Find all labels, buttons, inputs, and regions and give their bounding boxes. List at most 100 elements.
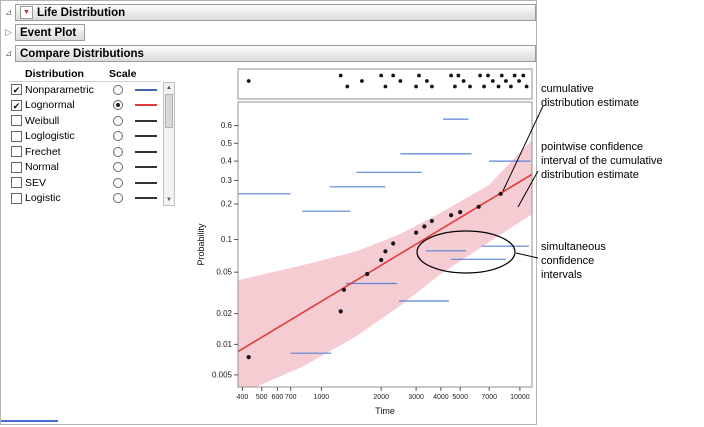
cdf-estimate-point <box>383 249 388 254</box>
event-dot <box>338 73 343 78</box>
column-header-distribution: Distribution <box>25 68 84 80</box>
x-tick-label: 700 <box>285 394 297 401</box>
distribution-row: Loglogistic <box>9 129 161 145</box>
x-axis-title: Time <box>375 406 395 416</box>
distribution-rows: ✔ Nonparametric ✔ Lognormal Weibull Loglogist… <box>9 82 161 206</box>
scrollbar-thumb[interactable] <box>165 94 173 128</box>
distribution-label: Normal <box>25 161 59 174</box>
x-tick-label: 4000 <box>433 394 449 401</box>
cdf-estimate-point <box>379 257 384 263</box>
cdf-estimate-point <box>338 309 343 314</box>
event-dot <box>453 84 457 89</box>
disclosure-collapsed-icon[interactable]: ▷ <box>5 27 12 37</box>
distribution-checkbox[interactable]: ✔ <box>11 99 22 111</box>
event-dot <box>360 79 364 83</box>
distribution-label: Weibull <box>25 114 60 127</box>
disclosure-expanded-icon[interactable]: ⊿ <box>4 7 13 17</box>
cdf-estimate-point <box>341 287 347 292</box>
distribution-list-scrollbar[interactable]: ▲ ▼ <box>163 82 175 206</box>
event-dot <box>486 73 490 78</box>
event-plot-title: Event Plot <box>20 26 77 39</box>
event-dot <box>509 84 513 89</box>
distribution-row: Normal <box>9 160 161 176</box>
y-tick-label: 0.6 <box>221 121 233 130</box>
y-tick-label: 0.02 <box>216 309 232 318</box>
x-tick-label: 1000 <box>314 394 330 401</box>
scale-radio[interactable] <box>113 84 123 95</box>
event-dot <box>379 73 384 78</box>
scale-radio[interactable] <box>113 162 123 173</box>
distribution-line-swatch <box>135 119 157 122</box>
distribution-checkbox[interactable] <box>11 146 22 158</box>
scale-radio[interactable] <box>113 146 123 157</box>
cdf-estimate-point <box>476 204 481 209</box>
event-plot-header[interactable]: Event Plot <box>15 24 86 41</box>
event-dot <box>499 73 504 78</box>
cdf-estimate-point <box>498 191 503 196</box>
y-tick-label: 0.3 <box>221 176 233 185</box>
cdf-estimate-point <box>429 218 434 224</box>
disclosure-expanded-icon[interactable]: ⊿ <box>4 48 13 58</box>
distribution-checkbox[interactable]: ✔ <box>11 84 22 96</box>
y-tick-label: 0.05 <box>216 268 232 277</box>
compare-distributions-title: Compare Distributions <box>20 47 144 60</box>
distribution-table: Distribution Scale ✔ Nonparametric ✔ Lognor… <box>9 67 161 206</box>
scale-radio[interactable] <box>113 177 123 188</box>
event-dot <box>524 84 529 89</box>
cdf-estimate-point <box>449 213 454 218</box>
event-dot <box>391 73 396 78</box>
event-strip-plot-area[interactable] <box>237 68 533 100</box>
distribution-row: Logistic <box>9 191 161 207</box>
distribution-checkbox[interactable] <box>11 161 22 173</box>
event-dot <box>468 84 472 89</box>
life-distribution-plot[interactable]: 400 500 600 700 1000 2000 3000 4000 5000 7000 1000… <box>191 65 537 427</box>
outline-node-compare-distributions: ⊿ Compare Distributions <box>2 45 536 62</box>
compare-distributions-header[interactable]: Compare Distributions <box>15 45 536 62</box>
event-dot <box>398 79 403 83</box>
life-distribution-header[interactable]: ▼ Life Distribution <box>15 4 536 21</box>
report-window: ⊿ ▼ Life Distribution ▷ Event Plot ⊿ Com… <box>0 0 537 425</box>
event-dot <box>246 79 251 83</box>
event-dot <box>496 84 501 89</box>
distribution-label: SEV <box>25 176 47 189</box>
x-tick-label: 600 <box>272 394 284 401</box>
distribution-label: Frechet <box>25 145 61 158</box>
scroll-up-icon[interactable]: ▲ <box>166 85 172 91</box>
cdf-estimate-point <box>422 224 427 229</box>
distribution-label: Nonparametric <box>25 83 94 96</box>
x-tick-label: 10000 <box>510 394 530 401</box>
distribution-row: Frechet <box>9 144 161 160</box>
y-tick-label: 0.01 <box>216 340 232 349</box>
event-dot <box>345 84 350 89</box>
distribution-checkbox[interactable] <box>11 192 22 204</box>
scale-radio[interactable] <box>113 131 123 142</box>
event-dot <box>512 73 517 78</box>
distribution-checkbox[interactable] <box>11 115 22 127</box>
distribution-checkbox[interactable] <box>11 177 22 189</box>
pointwise-confidence-band <box>238 139 532 387</box>
distribution-checkbox[interactable] <box>11 130 22 142</box>
outline-node-event-plot: ▷ Event Plot <box>2 24 86 41</box>
red-triangle-menu-icon[interactable]: ▼ <box>20 6 33 19</box>
cdf-estimate-point <box>365 271 370 277</box>
y-tick-label: 0.2 <box>221 200 233 209</box>
y-axis-title: Probability <box>196 223 206 266</box>
scale-radio[interactable] <box>113 193 123 204</box>
y-tick-label: 0.005 <box>212 370 233 379</box>
distribution-label: Logistic <box>25 192 61 205</box>
cdf-estimate-point <box>391 241 396 246</box>
x-tick-label: 7000 <box>481 394 497 401</box>
distribution-line-swatch <box>135 181 157 184</box>
distribution-line-swatch <box>135 135 157 138</box>
scale-radio[interactable] <box>113 100 123 111</box>
event-dot <box>430 84 434 89</box>
distribution-row: SEV <box>9 175 161 191</box>
scroll-down-icon[interactable]: ▼ <box>166 197 172 203</box>
scale-radio[interactable] <box>113 115 123 126</box>
probability-plot-area[interactable] <box>237 101 533 388</box>
distribution-label: Lognormal <box>25 99 75 112</box>
annotation-simultaneous-ci: simultaneous confidence intervals <box>541 241 606 281</box>
event-dot <box>456 73 461 78</box>
distribution-line-swatch <box>135 197 157 200</box>
